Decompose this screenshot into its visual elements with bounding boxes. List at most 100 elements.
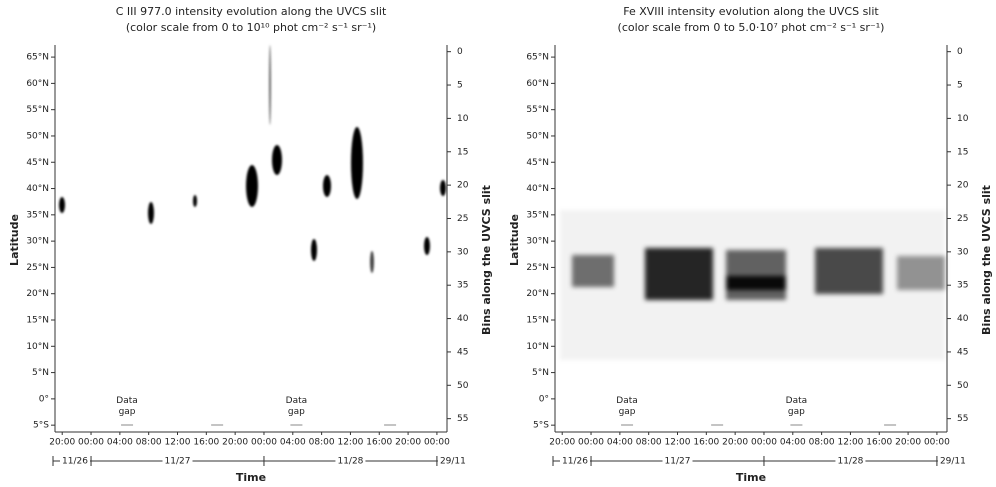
x-tick-label: 04:00 [280, 438, 306, 448]
y2-tick-label: 45 [957, 347, 968, 357]
x-tick-label: 00:00 [578, 438, 604, 448]
y2-axis-label: Bins along the UVCS slit [980, 185, 993, 335]
y2-axis-label: Bins along the UVCS slit [480, 185, 493, 335]
x-tick-label: 00:00 [751, 438, 777, 448]
y2-tick-label: 20 [457, 181, 469, 191]
y-tick-label: 20°N [26, 289, 49, 299]
y-tick-label: 20°N [526, 289, 549, 299]
chart-title: Fe XVIII intensity evolution along the U… [623, 5, 879, 18]
intensity-feature [726, 276, 786, 290]
x-tick-label: 04:00 [107, 438, 133, 448]
x-tick-label: 20:00 [222, 438, 248, 448]
annotation: Data gap [286, 396, 308, 417]
y2-tick-label: 55 [457, 414, 468, 424]
y-tick-label: 55°N [526, 105, 549, 115]
y-axis-label: Latitude [508, 214, 521, 266]
y-tick-label: 25°N [526, 263, 549, 273]
x-tick-label: 12:00 [337, 438, 363, 448]
intensity-feature [148, 202, 154, 224]
x-tick-label: 16:00 [366, 438, 392, 448]
date-label-bg [162, 455, 193, 467]
y-tick-label: 0° [39, 394, 49, 404]
y2-tick-label: 15 [457, 147, 468, 157]
intensity-feature [323, 175, 331, 197]
date-label-bg [835, 455, 866, 467]
intensity-feature [572, 255, 614, 287]
y-tick-label: 40°N [526, 184, 549, 194]
intensity-feature [645, 248, 713, 300]
x-tick-label: 12:00 [837, 438, 863, 448]
x-tick-label: 20:00 [549, 438, 575, 448]
y-tick-label: 65°N [26, 53, 49, 63]
intensity-feature [272, 145, 282, 175]
y2-tick-label: 35 [457, 281, 468, 291]
right-features [560, 210, 945, 360]
x-tick-label: 08:00 [136, 438, 162, 448]
intensity-feature [815, 248, 883, 294]
intensity-feature [726, 250, 786, 300]
intensity-feature [424, 237, 430, 255]
y-tick-label: 15°N [26, 316, 49, 326]
date-label: 11/27 [665, 457, 691, 467]
date-label: 11/27 [165, 457, 191, 467]
y-tick-label: 45°N [526, 158, 549, 168]
y-tick-label: 55°N [26, 105, 49, 115]
y-tick-label: 35°N [526, 210, 549, 220]
y-axis-label: Latitude [8, 214, 21, 266]
y2-tick-label: 40 [957, 314, 969, 324]
y2-tick-label: 25 [957, 214, 968, 224]
x-tick-label: 08:00 [309, 438, 335, 448]
y-tick-label: 5°N [532, 368, 549, 378]
intensity-feature [370, 251, 374, 273]
y2-tick-label: 5 [457, 81, 463, 91]
y2-tick-label: 0 [957, 47, 963, 57]
x-tick-label: 00:00 [251, 438, 277, 448]
y-tick-label: 10°N [526, 342, 549, 352]
y2-tick-label: 50 [957, 381, 969, 391]
y2-tick-label: 25 [457, 214, 468, 224]
x-axis-label: Time [236, 471, 266, 484]
y-tick-label: 65°N [526, 53, 549, 63]
x-tick-label: 00:00 [924, 438, 950, 448]
y2-tick-label: 15 [957, 147, 968, 157]
x-tick-label: 20:00 [395, 438, 421, 448]
date-label: 11/28 [837, 457, 863, 467]
date-label: 29/11 [440, 457, 466, 467]
y-tick-label: 15°N [526, 316, 549, 326]
date-label: 29/11 [940, 457, 966, 467]
annotation: Data gap [616, 396, 638, 417]
chart-subtitle: (color scale from 0 to 10¹⁰ phot cm⁻² s⁻… [126, 21, 376, 34]
x-tick-label: 16:00 [693, 438, 719, 448]
chart-subtitle: (color scale from 0 to 5.0·10⁷ phot cm⁻²… [618, 21, 885, 34]
y-tick-label: 50°N [26, 131, 49, 141]
x-tick-label: 04:00 [780, 438, 806, 448]
intensity-feature [59, 197, 65, 213]
y-tick-label: 30°N [526, 237, 549, 247]
intensity-feature [246, 165, 258, 207]
y-tick-label: 35°N [26, 210, 49, 220]
x-tick-label: 12:00 [665, 438, 691, 448]
y2-tick-label: 30 [957, 247, 969, 257]
y2-tick-label: 50 [457, 381, 469, 391]
x-tick-label: 12:00 [165, 438, 191, 448]
y2-tick-label: 35 [957, 281, 968, 291]
date-label-bg [60, 455, 90, 467]
date-label: 11/28 [337, 457, 363, 467]
x-tick-label: 20:00 [722, 438, 748, 448]
x-tick-label: 00:00 [78, 438, 104, 448]
y2-tick-label: 30 [457, 247, 469, 257]
date-label: 11/26 [562, 457, 588, 467]
x-tick-label: 16:00 [866, 438, 892, 448]
x-tick-label: 00:00 [424, 438, 450, 448]
date-label-bg [937, 455, 968, 467]
y-tick-label: 40°N [26, 184, 49, 194]
annotation: Data gap [786, 396, 808, 417]
date-label-bg [560, 455, 590, 467]
x-tick-label: 16:00 [193, 438, 219, 448]
intensity-feature [269, 45, 271, 125]
y-tick-label: 30°N [26, 237, 49, 247]
left-features [59, 45, 446, 273]
chart-title: C III 977.0 intensity evolution along th… [116, 5, 387, 18]
y2-tick-label: 45 [457, 347, 468, 357]
y-tick-label: 25°N [26, 263, 49, 273]
